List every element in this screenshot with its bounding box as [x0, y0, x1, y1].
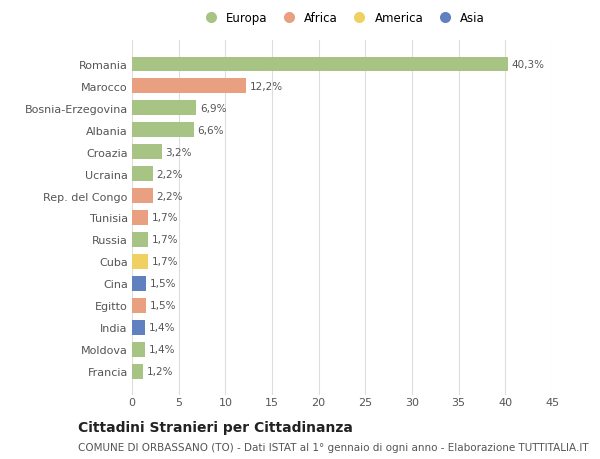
Text: 1,5%: 1,5% [150, 279, 176, 289]
Text: 1,4%: 1,4% [149, 345, 175, 355]
Text: 1,2%: 1,2% [147, 367, 173, 376]
Bar [132, 123, 194, 137]
Text: 40,3%: 40,3% [512, 60, 545, 69]
Text: COMUNE DI ORBASSANO (TO) - Dati ISTAT al 1° gennaio di ogni anno - Elaborazione : COMUNE DI ORBASSANO (TO) - Dati ISTAT al… [78, 442, 589, 452]
Text: 2,2%: 2,2% [156, 191, 183, 201]
Bar [132, 189, 152, 203]
Text: 1,7%: 1,7% [152, 213, 178, 223]
Bar [132, 145, 162, 159]
Text: 6,9%: 6,9% [200, 103, 227, 113]
Bar [132, 255, 148, 269]
Text: 1,4%: 1,4% [149, 323, 175, 333]
Bar [132, 57, 508, 72]
Legend: Europa, Africa, America, Asia: Europa, Africa, America, Asia [199, 12, 485, 25]
Bar [132, 233, 148, 247]
Text: 1,7%: 1,7% [152, 235, 178, 245]
Bar [132, 342, 145, 357]
Text: 6,6%: 6,6% [197, 125, 224, 135]
Bar [132, 299, 146, 313]
Bar [132, 277, 146, 291]
Text: 3,2%: 3,2% [166, 147, 192, 157]
Bar [132, 364, 143, 379]
Bar [132, 320, 145, 335]
Bar [132, 101, 196, 116]
Bar [132, 211, 148, 225]
Text: 12,2%: 12,2% [250, 81, 283, 91]
Text: 2,2%: 2,2% [156, 169, 183, 179]
Text: 1,7%: 1,7% [152, 257, 178, 267]
Bar [132, 167, 152, 181]
Text: Cittadini Stranieri per Cittadinanza: Cittadini Stranieri per Cittadinanza [78, 420, 353, 434]
Bar [132, 79, 246, 94]
Text: 1,5%: 1,5% [150, 301, 176, 311]
